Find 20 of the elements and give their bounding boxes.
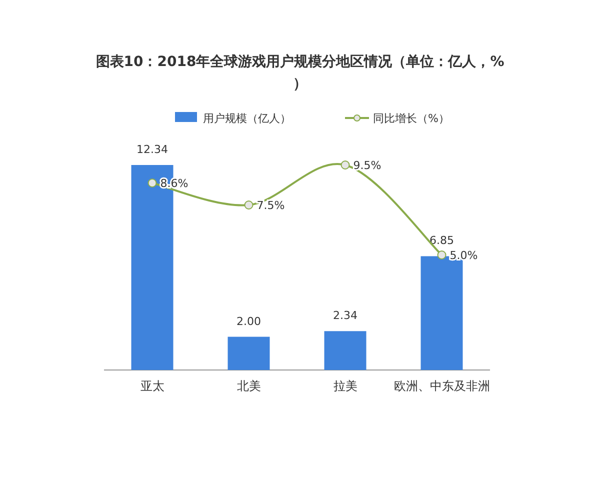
- point: [437, 250, 446, 260]
- legend-label: 同比增长（%）: [373, 112, 450, 125]
- data-label: 9.5%: [353, 159, 382, 172]
- data-label: 12.34: [136, 143, 168, 156]
- point: [148, 178, 157, 188]
- data-label: 7.5%: [256, 199, 285, 212]
- x-tick-label: 北美: [236, 379, 261, 393]
- x-tick-label: 欧洲、中东及非洲: [394, 379, 490, 393]
- chart-title: 图表10：2018年全球游戏用户规模分地区情况（单位：亿人，%）: [96, 53, 504, 92]
- point: [340, 160, 350, 170]
- data-label: 5.0%: [450, 249, 478, 262]
- bar: [228, 336, 270, 370]
- point: [244, 200, 254, 210]
- data-label: 2.00: [236, 314, 261, 328]
- data-label: 6.85: [430, 234, 454, 248]
- data-label: 2.34: [333, 309, 358, 322]
- x-tick-label: 亚太: [140, 379, 164, 393]
- legend-label: 用户规模（亿人）: [203, 112, 291, 125]
- bar: [324, 331, 366, 370]
- x-tick-label: 拉美: [333, 379, 358, 393]
